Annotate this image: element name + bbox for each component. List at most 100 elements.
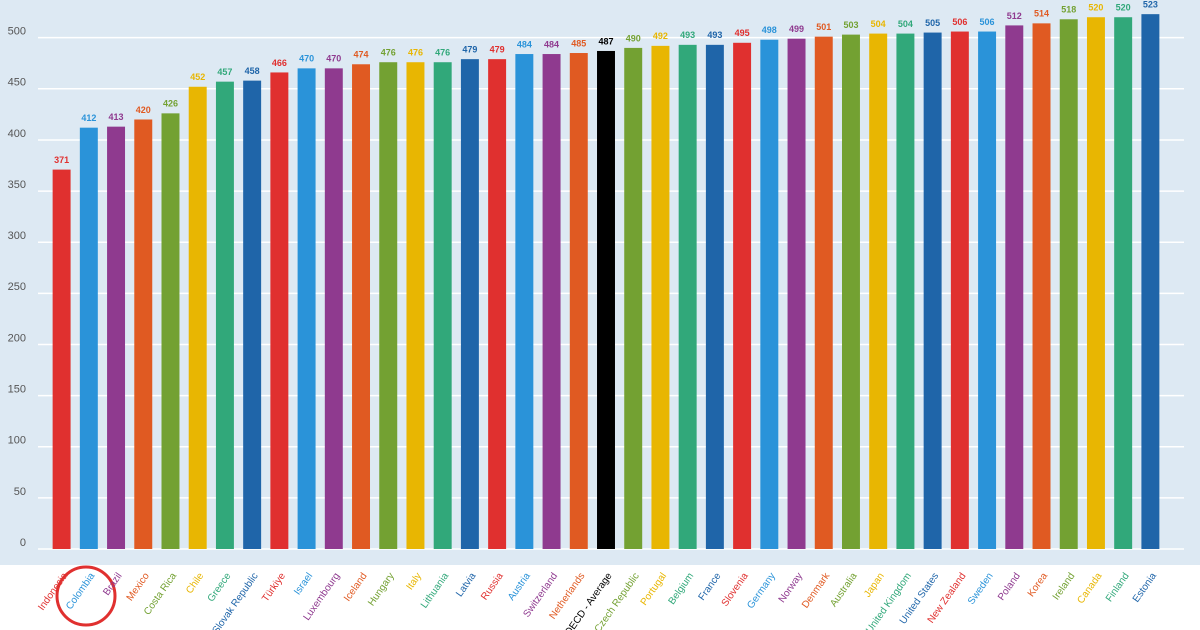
x-tick-label: Portugal [639, 571, 669, 608]
bar [1005, 25, 1024, 550]
value-label: 426 [163, 99, 178, 109]
value-label: 484 [517, 39, 532, 49]
x-tick-label: Ireland [1051, 571, 1078, 602]
value-label: 458 [245, 66, 260, 76]
value-label: 493 [707, 30, 722, 40]
value-label: 518 [1061, 5, 1076, 15]
bar [1059, 19, 1078, 549]
value-label: 452 [190, 72, 205, 82]
bar [923, 32, 942, 549]
bar [705, 44, 724, 549]
value-label: 420 [136, 105, 151, 115]
y-tick-label: 50 [14, 486, 26, 498]
x-tick-label: Sweden [966, 571, 996, 607]
value-label: 523 [1143, 0, 1158, 10]
bar [488, 59, 507, 549]
bar [814, 36, 833, 549]
value-label: 506 [952, 17, 967, 27]
x-tick-label: France [697, 571, 724, 603]
x-tick-label: Greece [206, 571, 234, 605]
x-tick-label: Canada [1075, 571, 1104, 606]
bar [188, 86, 207, 549]
x-tick-label: Italy [405, 571, 425, 592]
value-label: 413 [109, 112, 124, 122]
x-tick-label: Latvia [454, 571, 479, 600]
x-tick-label: Finland [1104, 571, 1132, 604]
x-tick-label: Poland [996, 571, 1023, 603]
bar [597, 50, 615, 550]
value-label: 503 [843, 20, 858, 30]
bar [542, 54, 561, 550]
bar [1114, 17, 1133, 549]
value-label: 520 [1088, 3, 1103, 13]
value-label: 504 [871, 19, 886, 29]
bar [134, 119, 153, 549]
value-label: 495 [735, 28, 750, 38]
bar [243, 80, 262, 549]
bar [352, 64, 371, 550]
x-tick-label: Russia [479, 571, 506, 603]
x-tick-label: Austria [506, 571, 533, 603]
x-tick-label: Denmark [800, 570, 833, 610]
value-label: 492 [653, 31, 668, 41]
bar [978, 31, 997, 549]
bar [1086, 17, 1105, 549]
bar [1141, 14, 1160, 549]
x-tick-label: Israel [292, 571, 315, 597]
x-tick-label: Hungary [366, 571, 397, 608]
y-tick-label: 300 [8, 230, 26, 242]
value-label: 498 [762, 25, 777, 35]
y-tick-label: 450 [8, 77, 26, 89]
bar [161, 113, 180, 550]
value-label: 504 [898, 19, 913, 29]
value-label: 479 [462, 45, 477, 55]
bar [624, 47, 643, 549]
value-label: 520 [1116, 3, 1131, 13]
bar [787, 38, 806, 550]
highlight-circle [55, 565, 117, 627]
x-tick-label: Australia [828, 571, 860, 610]
value-label: 487 [598, 36, 613, 46]
value-label: 493 [680, 30, 695, 40]
value-label: 412 [81, 113, 96, 123]
value-label: 505 [925, 18, 940, 28]
bar [733, 42, 752, 550]
y-tick-label: 500 [8, 26, 26, 38]
bar [841, 34, 860, 549]
x-tick-label: Norway [777, 571, 805, 605]
bar [515, 54, 534, 550]
value-label: 484 [544, 39, 559, 49]
value-label: 514 [1034, 9, 1049, 19]
bar [79, 127, 98, 550]
bar [406, 62, 425, 549]
y-tick-label: 0 [20, 537, 26, 549]
value-label: 457 [217, 67, 232, 77]
value-label: 501 [816, 22, 831, 32]
x-tick-label: Iceland [342, 571, 370, 604]
x-tick-label: Lithuania [419, 571, 452, 611]
y-tick-label: 100 [8, 435, 26, 447]
y-tick-label: 150 [8, 384, 26, 396]
value-label: 474 [354, 50, 369, 60]
bar [460, 59, 479, 549]
bar [297, 68, 316, 549]
value-label: 470 [326, 54, 341, 64]
y-tick-label: 400 [8, 128, 26, 140]
bar [52, 169, 71, 549]
value-label: 512 [1007, 11, 1022, 21]
y-tick-label: 250 [8, 281, 26, 293]
bar [760, 39, 779, 550]
value-label: 476 [408, 48, 423, 58]
bar [950, 31, 969, 549]
bar [270, 72, 289, 549]
y-tick-label: 350 [8, 179, 26, 191]
bar [569, 53, 588, 550]
value-label: 506 [980, 17, 995, 27]
bar [215, 81, 234, 549]
x-tick-label: Chile [184, 571, 206, 596]
bar [651, 45, 670, 549]
x-tick-label: Türkiye [260, 571, 288, 605]
bar [433, 62, 452, 549]
x-tick-label: Mexico [125, 571, 152, 604]
